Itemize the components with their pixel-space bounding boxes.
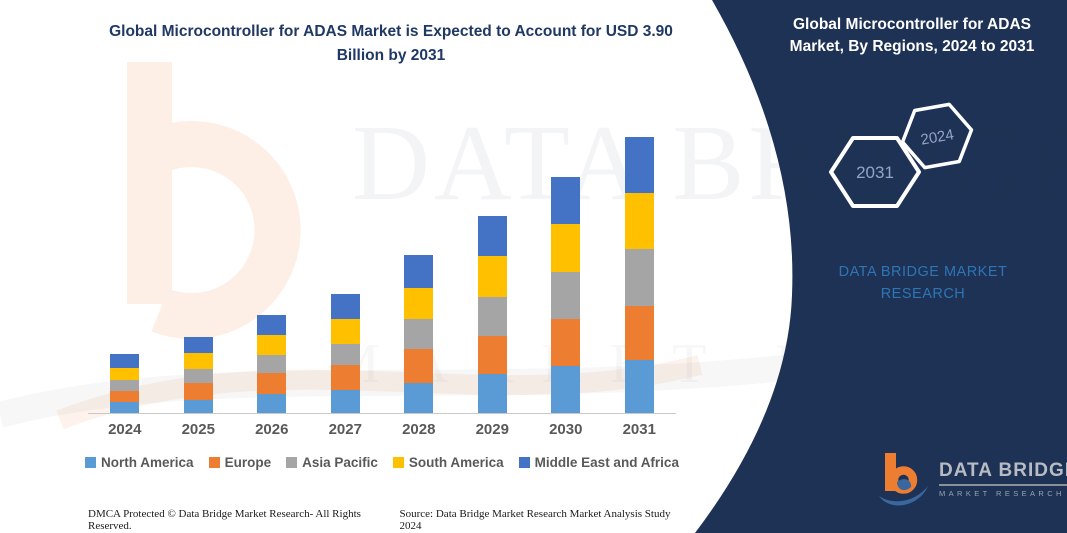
data-bridge-b-icon [879, 453, 928, 506]
bar-group-2031 [603, 95, 677, 413]
hexagon-2024 [900, 102, 974, 170]
bar-segment-middle-east-and-africa-2031 [624, 137, 654, 194]
legend-swatch-south-america [392, 457, 404, 468]
legend-item-europe: Europe [208, 455, 272, 470]
bar-segment-middle-east-and-africa-2024 [110, 354, 140, 368]
bar-stack-2024 [110, 354, 140, 413]
bar-segment-south-america-2025 [183, 352, 213, 370]
data-bridge-logo: DATA BRIDGE MARKET RESEARCH [878, 450, 1067, 508]
bar-group-2030 [529, 95, 603, 413]
footer-source-text: Source: Data Bridge Market Research Mark… [399, 508, 671, 532]
legend-item-north-america: North America [85, 455, 194, 470]
chart-legend: North America Europe Asia Pacific South Ame… [60, 455, 704, 470]
x-axis-label-2029: 2029 [475, 421, 509, 438]
x-axis-label-2030: 2030 [549, 421, 583, 438]
bar-segment-south-america-2031 [624, 193, 654, 250]
bar-stack-2029 [477, 216, 507, 413]
bar-segment-south-america-2026 [257, 334, 287, 356]
bar-segment-europe-2024 [110, 391, 140, 402]
bar-segment-south-america-2029 [477, 256, 507, 298]
legend-item-south-america: South America [392, 455, 504, 470]
bar-stack-2027 [330, 294, 360, 413]
bar-segment-middle-east-and-africa-2027 [330, 294, 360, 320]
bar-segment-middle-east-and-africa-2030 [551, 176, 581, 225]
hexagon-2024-label: 2024 [919, 126, 955, 149]
year-hexagons: 2024 2031 [829, 102, 974, 208]
bar-segment-asia-pacific-2031 [624, 249, 654, 306]
footer: DMCA Protected © Data Bridge Market Rese… [88, 508, 688, 532]
bar-segment-north-america-2030 [551, 366, 581, 413]
bar-segment-europe-2028 [404, 348, 434, 384]
legend-label-europe: Europe [224, 455, 272, 470]
bar-segment-asia-pacific-2024 [110, 379, 140, 392]
bar-segment-south-america-2028 [404, 287, 434, 320]
bar-segment-north-america-2026 [257, 393, 287, 413]
bar-group-2028 [382, 95, 456, 413]
bar-segment-europe-2030 [551, 318, 581, 367]
bar-segment-europe-2025 [183, 383, 213, 401]
x-axis-label-2026: 2026 [255, 421, 289, 438]
legend-swatch-asia-pacific [286, 457, 298, 468]
bar-group-2024 [88, 95, 162, 413]
x-axis-labels: 2024 2025 2026 2027 2028 2029 2030 2031 [88, 421, 676, 438]
bar-segment-north-america-2024 [110, 401, 140, 413]
x-axis-label-2027: 2027 [328, 421, 362, 438]
bar-stack-2031 [624, 137, 654, 413]
legend-label-south-america: South America [408, 455, 504, 470]
bar-segment-north-america-2025 [183, 400, 213, 413]
bar-segment-south-america-2030 [551, 224, 581, 272]
x-axis-label-2028: 2028 [402, 421, 436, 438]
footer-dmca-text: DMCA Protected © Data Bridge Market Rese… [88, 508, 361, 532]
bar-segment-asia-pacific-2030 [551, 271, 581, 319]
bar-segment-middle-east-and-africa-2025 [183, 336, 213, 353]
bar-group-2027 [309, 95, 383, 413]
hexagon-2031 [829, 136, 921, 208]
bar-segment-europe-2027 [330, 365, 360, 390]
legend-item-middle-east-and-africa: Middle East and Africa [518, 455, 679, 470]
legend-swatch-north-america [85, 457, 97, 468]
bar-segment-middle-east-and-africa-2028 [404, 255, 434, 288]
bar-segment-europe-2031 [624, 305, 654, 360]
bar-segment-middle-east-and-africa-2026 [257, 314, 287, 335]
bar-group-2029 [456, 95, 530, 413]
bar-segment-asia-pacific-2028 [404, 319, 434, 349]
bar-segment-north-america-2029 [477, 374, 507, 413]
legend-label-asia-pacific: Asia Pacific [302, 455, 378, 470]
bar-group-2026 [235, 95, 309, 413]
bar-segment-south-america-2024 [110, 367, 140, 380]
chart-title: Global Microcontroller for ADAS Market i… [109, 23, 673, 65]
bar-group-2025 [162, 95, 236, 413]
bar-segment-europe-2029 [477, 335, 507, 375]
logo-title: DATA BRIDGE [939, 460, 1067, 486]
hexagon-2031-label: 2031 [856, 163, 894, 182]
legend-label-north-america: North America [101, 455, 194, 470]
bar-segment-asia-pacific-2029 [477, 297, 507, 336]
logo-subtitle: MARKET RESEARCH [939, 489, 1065, 498]
bar-stack-2026 [257, 314, 287, 413]
bar-segment-north-america-2027 [330, 389, 360, 413]
x-axis-label-2024: 2024 [108, 421, 142, 438]
brand-caption: DATA BRIDGE MARKET RESEARCH [838, 264, 1008, 302]
legend-item-asia-pacific: Asia Pacific [286, 455, 378, 470]
bar-segment-middle-east-and-africa-2029 [477, 216, 507, 257]
bar-stack-2025 [183, 336, 213, 413]
panel-title: Global Microcontroller for ADAS Market, … [789, 16, 1035, 56]
bar-segment-europe-2026 [257, 373, 287, 394]
bar-segment-asia-pacific-2027 [330, 343, 360, 366]
bar-stack-2030 [551, 176, 581, 413]
bar-segment-south-america-2027 [330, 319, 360, 344]
stacked-bar-chart [88, 95, 676, 414]
bar-stack-2028 [404, 255, 434, 413]
legend-swatch-europe [208, 457, 220, 468]
legend-label-middle-east-and-africa: Middle East and Africa [534, 455, 679, 470]
legend-swatch-middle-east-and-africa [518, 457, 530, 468]
bar-segment-asia-pacific-2026 [257, 355, 287, 374]
bar-segment-north-america-2031 [624, 360, 654, 413]
x-axis-label-2031: 2031 [622, 421, 656, 438]
x-axis-label-2025: 2025 [181, 421, 215, 438]
bar-segment-north-america-2028 [404, 383, 434, 413]
bar-segment-asia-pacific-2025 [183, 369, 213, 384]
